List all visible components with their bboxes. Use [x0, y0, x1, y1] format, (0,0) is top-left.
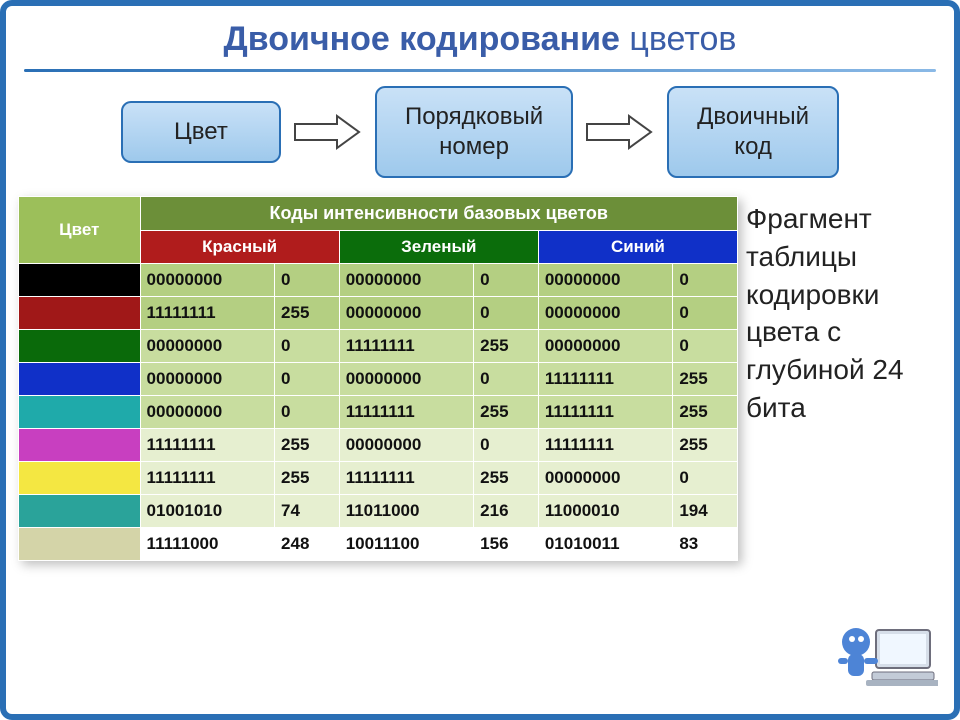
decimal-value: 255	[474, 396, 539, 429]
decimal-value: 248	[275, 528, 340, 561]
binary-value: 11111111	[538, 396, 672, 429]
color-swatch	[19, 429, 141, 462]
binary-value: 00000000	[140, 363, 274, 396]
binary-value: 01010011	[538, 528, 672, 561]
table-row: 1111111125500000000011111111255	[19, 429, 738, 462]
binary-value: 00000000	[140, 264, 274, 297]
table-row: 1111111125511111111255000000000	[19, 462, 738, 495]
decimal-value: 0	[275, 363, 340, 396]
table-row: 11111000248100111001560101001183	[19, 528, 738, 561]
color-swatch	[19, 264, 141, 297]
title-light: цветов	[620, 20, 737, 58]
decimal-value: 74	[275, 495, 340, 528]
decimal-value: 194	[673, 495, 738, 528]
binary-value: 11111111	[140, 429, 274, 462]
binary-value: 11111111	[140, 462, 274, 495]
color-swatch	[19, 495, 141, 528]
binary-value: 11111111	[339, 396, 473, 429]
decimal-value: 0	[673, 264, 738, 297]
binary-value: 11111111	[339, 462, 473, 495]
header-color: Цвет	[19, 197, 141, 264]
binary-value: 00000000	[538, 264, 672, 297]
decimal-value: 216	[474, 495, 539, 528]
flow-box-color: Цвет	[121, 101, 281, 163]
binary-value: 10011100	[339, 528, 473, 561]
binary-value: 11111111	[140, 297, 274, 330]
table-row: 00000000011111111255000000000	[19, 330, 738, 363]
color-swatch	[19, 297, 141, 330]
title-underline	[24, 69, 936, 72]
arrow-icon	[585, 112, 655, 152]
content-row: Цвет Коды интенсивности базовых цветов К…	[6, 196, 954, 561]
flow-box-binary: Двоичный код	[667, 86, 839, 178]
page-title: Двоичное кодирование цветов	[6, 6, 954, 67]
flow-row: Цвет Порядковый номер Двоичный код	[6, 86, 954, 178]
binary-value: 00000000	[140, 330, 274, 363]
flow-box-index: Порядковый номер	[375, 86, 573, 178]
computer-mascot-icon	[828, 612, 938, 702]
decimal-value: 0	[474, 429, 539, 462]
color-swatch	[19, 462, 141, 495]
color-swatch	[19, 528, 141, 561]
arrow-icon	[293, 112, 363, 152]
binary-value: 00000000	[538, 330, 672, 363]
decimal-value: 156	[474, 528, 539, 561]
decimal-value: 255	[673, 363, 738, 396]
decimal-value: 255	[275, 462, 340, 495]
decimal-value: 0	[474, 264, 539, 297]
binary-value: 11111000	[140, 528, 274, 561]
binary-value: 00000000	[339, 429, 473, 462]
table-row: 0000000001111111125511111111255	[19, 396, 738, 429]
decimal-value: 0	[673, 330, 738, 363]
binary-value: 00000000	[339, 264, 473, 297]
color-swatch	[19, 396, 141, 429]
table-row: 01001010741101100021611000010194	[19, 495, 738, 528]
binary-value: 11111111	[339, 330, 473, 363]
decimal-value: 255	[474, 462, 539, 495]
table-row: 11111111255000000000000000000	[19, 297, 738, 330]
color-table: Цвет Коды интенсивности базовых цветов К…	[18, 196, 738, 561]
binary-value: 00000000	[339, 297, 473, 330]
decimal-value: 0	[474, 297, 539, 330]
header-green: Зеленый	[339, 231, 538, 264]
decimal-value: 0	[275, 396, 340, 429]
binary-value: 11111111	[538, 363, 672, 396]
decimal-value: 255	[474, 330, 539, 363]
decimal-value: 0	[275, 330, 340, 363]
binary-value: 00000000	[538, 297, 672, 330]
binary-value: 11011000	[339, 495, 473, 528]
decimal-value: 83	[673, 528, 738, 561]
header-red: Красный	[140, 231, 339, 264]
decimal-value: 0	[275, 264, 340, 297]
binary-value: 01001010	[140, 495, 274, 528]
binary-value: 00000000	[538, 462, 672, 495]
decimal-value: 0	[673, 297, 738, 330]
table-row: 000000000000000000000000000	[19, 264, 738, 297]
decimal-value: 255	[673, 396, 738, 429]
header-blue: Синий	[538, 231, 737, 264]
decimal-value: 0	[673, 462, 738, 495]
binary-value: 00000000	[339, 363, 473, 396]
binary-value: 11000010	[538, 495, 672, 528]
decimal-value: 255	[275, 297, 340, 330]
header-codes: Коды интенсивности базовых цветов	[140, 197, 737, 231]
decimal-value: 0	[474, 363, 539, 396]
binary-value: 00000000	[140, 396, 274, 429]
title-bold: Двоичное кодирование	[224, 20, 620, 58]
table-row: 00000000000000000011111111255	[19, 363, 738, 396]
binary-value: 11111111	[538, 429, 672, 462]
color-swatch	[19, 363, 141, 396]
decimal-value: 255	[275, 429, 340, 462]
side-description: Фрагмент таблицы кодировки цвета с глуби…	[746, 196, 946, 427]
decimal-value: 255	[673, 429, 738, 462]
color-swatch	[19, 330, 141, 363]
